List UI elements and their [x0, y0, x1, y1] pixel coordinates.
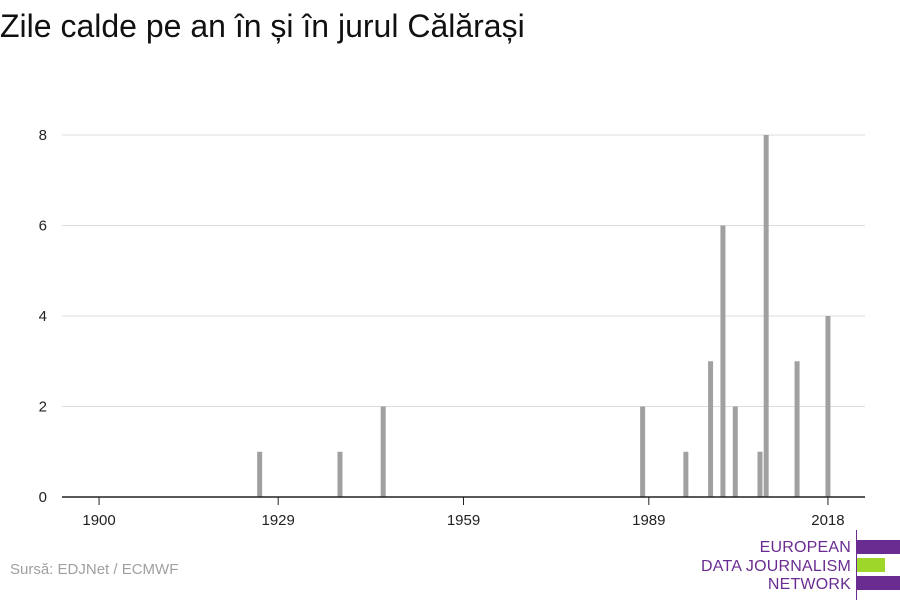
- x-tick-label: 1959: [447, 512, 480, 529]
- bar-1988[interactable]: [640, 406, 646, 498]
- bar-1999[interactable]: [708, 361, 714, 497]
- bar-2007[interactable]: [757, 451, 763, 497]
- x-tick-label: 1989: [632, 512, 665, 529]
- bar-2013[interactable]: [794, 361, 800, 497]
- logo-bar-purple-bottom: [857, 576, 900, 590]
- logo-divider: [856, 530, 857, 600]
- grid-lines: [62, 134, 865, 407]
- logo-bar-purple-top: [857, 540, 900, 554]
- chart-title: Zile calde pe an în și în jurul Călărași: [0, 8, 525, 44]
- bars: [257, 135, 831, 498]
- y-tick-label: 8: [39, 127, 47, 144]
- x-tick-label: 1929: [262, 512, 295, 529]
- bar-1946[interactable]: [380, 406, 386, 498]
- axes: 0 2 4 6 8 1900 1929 1959 1989 2018: [39, 127, 865, 529]
- edjnet-logo[interactable]: EUROPEAN DATA JOURNALISM NETWORK: [700, 530, 900, 600]
- logo-text-line-2: DATA JOURNALISM: [701, 558, 851, 575]
- bar-2008[interactable]: [763, 135, 769, 497]
- logo-text-line-1: EUROPEAN: [759, 539, 851, 556]
- bar-1995[interactable]: [683, 451, 689, 497]
- bar-2003[interactable]: [732, 406, 738, 498]
- logo-text-line-3: NETWORK: [767, 576, 851, 593]
- bar-2001[interactable]: [720, 225, 726, 498]
- logo-bar-green: [857, 558, 885, 572]
- y-tick-label: 6: [39, 218, 47, 235]
- bar-1926[interactable]: [257, 451, 263, 497]
- source-note: Sursă: EDJNet / ECMWF: [10, 561, 179, 578]
- y-tick-label: 4: [39, 308, 47, 325]
- x-tick-label: 1900: [82, 512, 115, 529]
- y-tick-label: 0: [39, 489, 47, 506]
- y-tick-label: 2: [39, 399, 47, 416]
- bar-1939[interactable]: [337, 451, 343, 497]
- bar-2018[interactable]: [825, 316, 831, 497]
- x-tick-label: 2018: [811, 512, 844, 529]
